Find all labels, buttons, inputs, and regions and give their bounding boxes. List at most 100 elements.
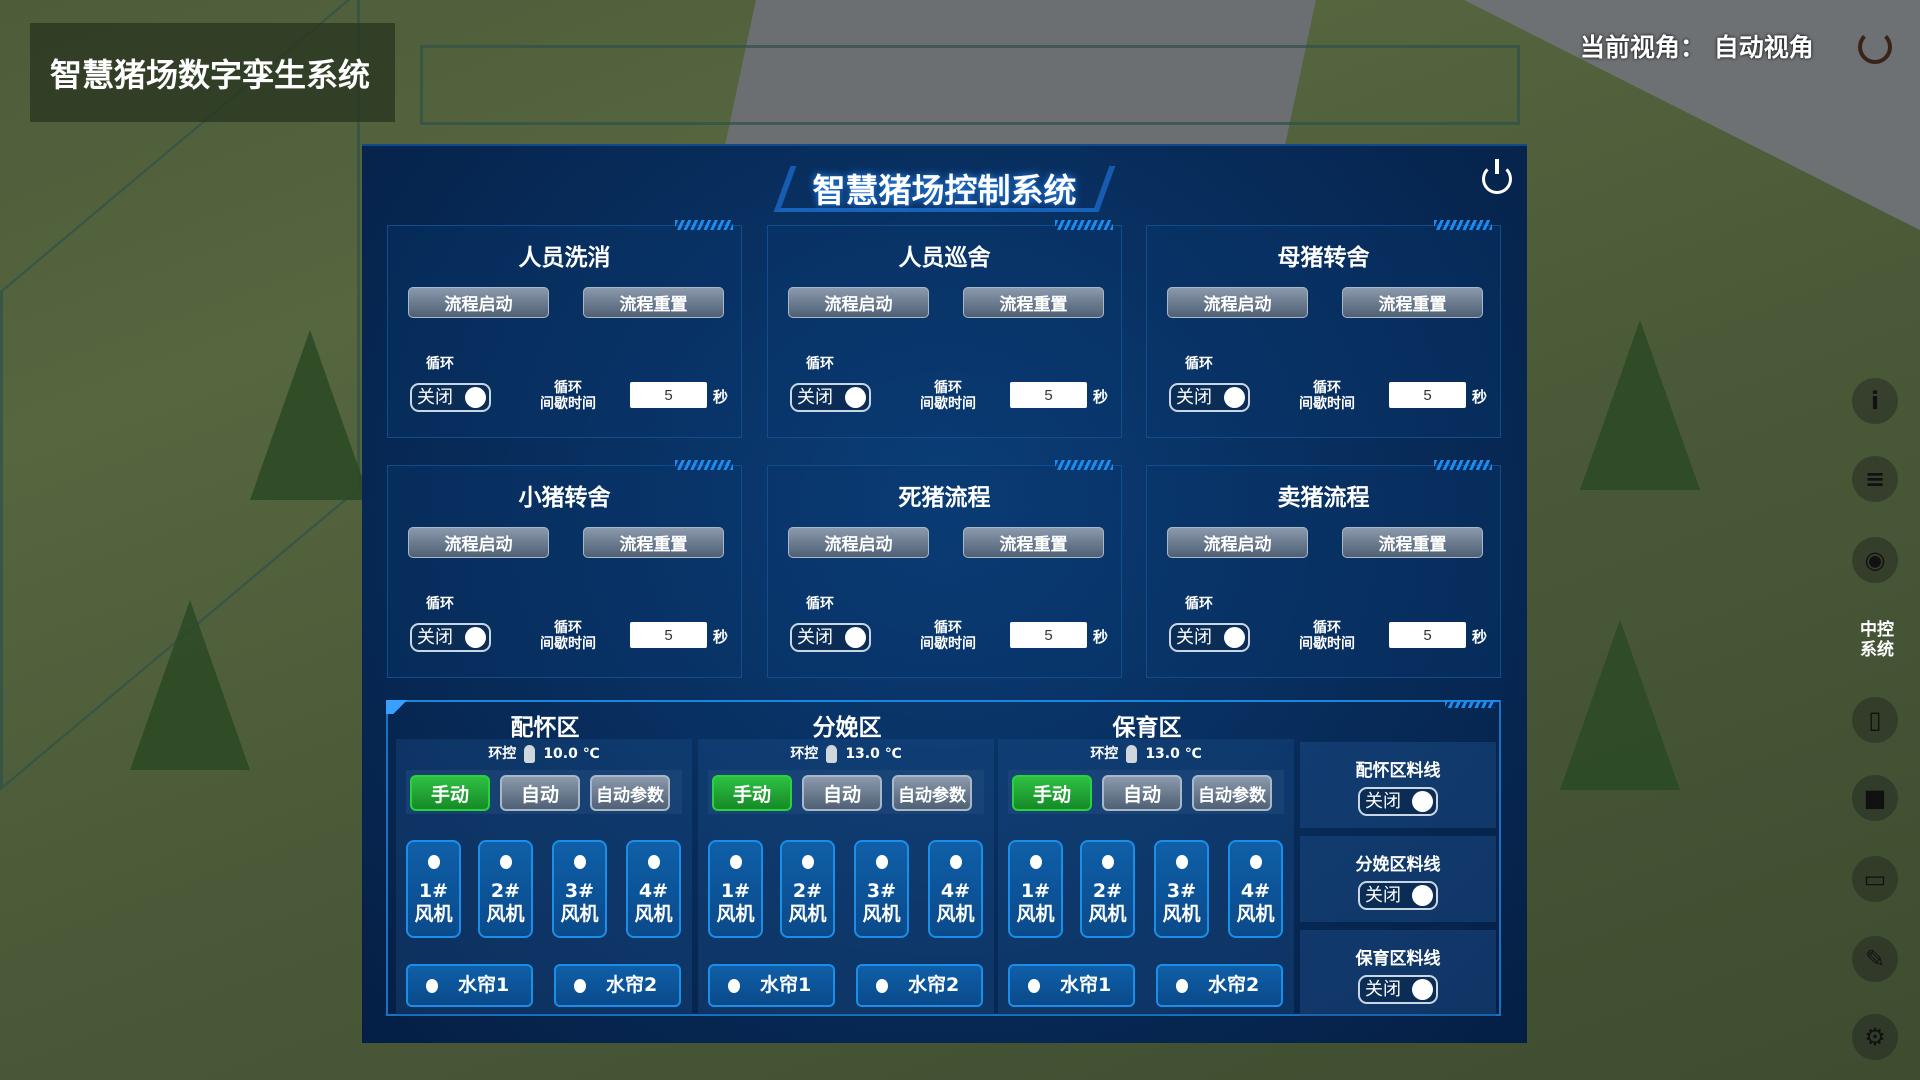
start-process-button[interactable]: 流程启动 [408, 527, 549, 558]
feed-line-panel: 配怀区料线 关闭 [1300, 742, 1496, 828]
toggle-knob [465, 627, 486, 648]
card-title: 人员洗消 [518, 245, 611, 271]
fan-button[interactable]: 1#风机 [1008, 840, 1063, 938]
gear-icon[interactable]: ⚙ [1852, 1014, 1898, 1060]
phone-icon[interactable]: ▯ [1852, 697, 1898, 743]
fan-button[interactable]: 3#风机 [1154, 840, 1209, 938]
list-icon[interactable]: ≡ [1852, 456, 1898, 502]
fan-button[interactable]: 2#风机 [780, 840, 835, 938]
manual-mode-button[interactable]: 手动 [712, 775, 792, 811]
unit-label: 秒 [713, 388, 729, 406]
status-dot [426, 979, 438, 993]
feed-line-title: 保育区料线 [1355, 949, 1441, 969]
view-value[interactable]: 自动视角 [1713, 33, 1814, 62]
cycle-label: 循环 [806, 596, 834, 612]
cycle-label: 循环 [1185, 596, 1213, 612]
app-title: 智慧猪场数字孪生系统 [30, 23, 395, 122]
toggle-label: 关闭 [797, 387, 833, 408]
fan-button[interactable]: 2#风机 [478, 840, 533, 938]
reset-process-button[interactable]: 流程重置 [963, 527, 1104, 558]
start-process-button[interactable]: 流程启动 [408, 287, 549, 318]
env-label: 环控 [1090, 746, 1119, 762]
start-process-button[interactable]: 流程启动 [788, 287, 929, 318]
interval-label: 循环 间歇时间 [540, 620, 596, 652]
info-icon[interactable]: i [1852, 378, 1898, 424]
camera-icon[interactable]: ■ [1852, 775, 1898, 821]
bulb-icon [826, 745, 838, 763]
mode-bar: 手动 自动 自动参数 [708, 770, 984, 814]
cycle-label: 循环 [426, 596, 454, 612]
water-curtain-button[interactable]: 水帘2 [554, 964, 681, 1007]
unit-label: 秒 [1093, 628, 1109, 646]
feed-line-panel: 分娩区料线 关闭 [1300, 836, 1496, 922]
feed-line-toggle[interactable]: 关闭 [1358, 787, 1438, 816]
temperature: 13.0 ℃ [845, 746, 902, 762]
cycle-toggle[interactable]: 关闭 [790, 383, 871, 412]
interval-input[interactable] [1010, 622, 1087, 648]
water-curtain-button[interactable]: 水帘1 [406, 964, 533, 1007]
cycle-label: 循环 [1185, 356, 1213, 372]
interval-input[interactable] [630, 382, 707, 408]
power-icon[interactable] [1858, 30, 1892, 64]
interval-input[interactable] [1010, 382, 1087, 408]
toggle-label: 关闭 [1176, 627, 1212, 648]
fan-button[interactable]: 2#风机 [1080, 840, 1135, 938]
reset-process-button[interactable]: 流程重置 [1342, 527, 1483, 558]
manual-mode-button[interactable]: 手动 [1012, 775, 1092, 811]
cycle-toggle[interactable]: 关闭 [410, 383, 491, 412]
interval-input[interactable] [1389, 622, 1466, 648]
bulb-icon [1126, 745, 1138, 763]
auto-params-button[interactable]: 自动参数 [1192, 775, 1272, 811]
auto-params-button[interactable]: 自动参数 [590, 775, 670, 811]
water-curtain-button[interactable]: 水帘1 [1008, 964, 1135, 1007]
cycle-toggle[interactable]: 关闭 [790, 623, 871, 652]
start-process-button[interactable]: 流程启动 [1167, 527, 1308, 558]
manual-mode-button[interactable]: 手动 [410, 775, 490, 811]
auto-params-button[interactable]: 自动参数 [892, 775, 972, 811]
water-curtain-button[interactable]: 水帘2 [856, 964, 983, 1007]
env-control: 环控 13.0 ℃ [698, 743, 994, 763]
pen-icon[interactable]: ✎ [1852, 936, 1898, 982]
interval-label: 循环 间歇时间 [1299, 620, 1355, 652]
reset-process-button[interactable]: 流程重置 [1342, 287, 1483, 318]
status-dot [1030, 855, 1042, 869]
fan-button[interactable]: 3#风机 [552, 840, 607, 938]
fan-button[interactable]: 3#风机 [854, 840, 909, 938]
feed-line-toggle[interactable]: 关闭 [1358, 975, 1438, 1004]
eye-icon[interactable]: ◉ [1852, 537, 1898, 583]
toggle-label: 关闭 [417, 627, 453, 648]
interval-input[interactable] [1389, 382, 1466, 408]
feed-line-toggle[interactable]: 关闭 [1358, 881, 1438, 910]
central-control-button[interactable]: 中控 系统 [1860, 620, 1894, 660]
card-title: 小猪转舍 [518, 485, 611, 511]
image-icon[interactable]: ▭ [1852, 856, 1898, 902]
fan-label: 3#风机 [560, 880, 599, 925]
auto-mode-button[interactable]: 自动 [1102, 775, 1182, 811]
reset-process-button[interactable]: 流程重置 [963, 287, 1104, 318]
status-dot [574, 855, 586, 869]
fan-button[interactable]: 4#风机 [626, 840, 681, 938]
fan-button[interactable]: 4#风机 [928, 840, 983, 938]
start-process-button[interactable]: 流程启动 [1167, 287, 1308, 318]
water-curtain-button[interactable]: 水帘2 [1156, 964, 1283, 1007]
stripe-decoration [1434, 220, 1492, 230]
water-curtain-button[interactable]: 水帘1 [708, 964, 835, 1007]
cycle-toggle[interactable]: 关闭 [1169, 623, 1250, 652]
power-icon[interactable] [1482, 159, 1512, 194]
fan-button[interactable]: 4#风机 [1228, 840, 1283, 938]
start-process-button[interactable]: 流程启动 [788, 527, 929, 558]
auto-mode-button[interactable]: 自动 [500, 775, 580, 811]
reset-process-button[interactable]: 流程重置 [583, 287, 724, 318]
interval-input[interactable] [630, 622, 707, 648]
reset-process-button[interactable]: 流程重置 [583, 527, 724, 558]
fan-button[interactable]: 1#风机 [406, 840, 461, 938]
cycle-toggle[interactable]: 关闭 [1169, 383, 1250, 412]
fan-button[interactable]: 1#风机 [708, 840, 763, 938]
cycle-toggle[interactable]: 关闭 [410, 623, 491, 652]
unit-label: 秒 [713, 628, 729, 646]
tree [1560, 620, 1680, 790]
bulb-icon [524, 745, 536, 763]
auto-mode-button[interactable]: 自动 [802, 775, 882, 811]
